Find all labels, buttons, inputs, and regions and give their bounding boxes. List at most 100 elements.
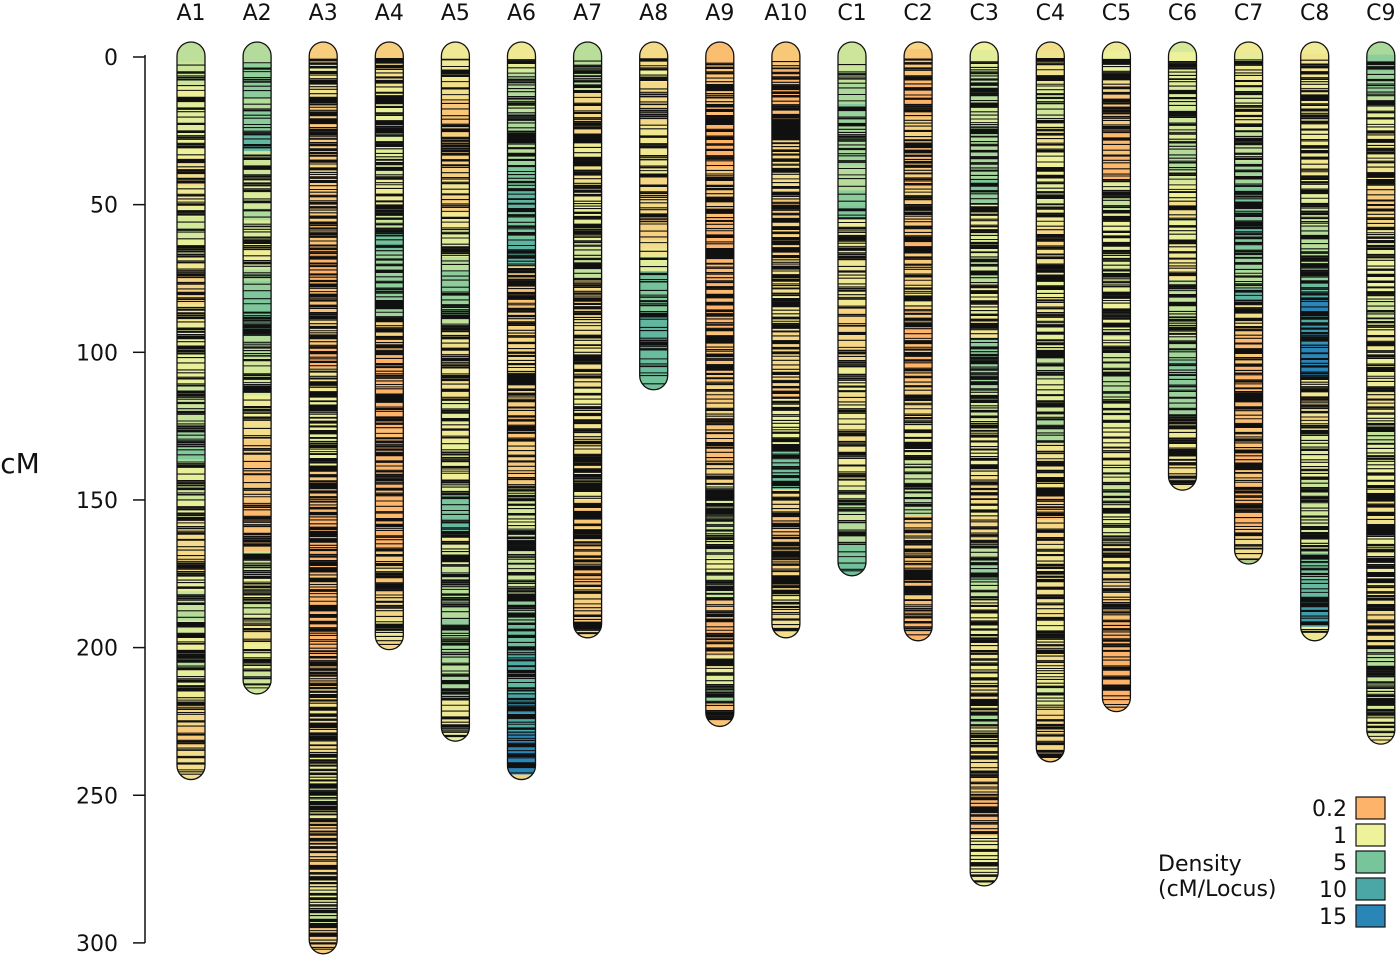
density-band: [573, 387, 602, 410]
density-band: [639, 316, 668, 334]
density-band: [771, 331, 800, 348]
density-band: [970, 361, 999, 369]
density-band: [904, 124, 933, 146]
density-band: [838, 42, 866, 71]
marker-lines: [970, 61, 999, 883]
density-band: [507, 519, 536, 528]
density-band: [177, 757, 205, 780]
density-band: [1036, 42, 1065, 51]
density-band: [243, 130, 272, 152]
density-band: [970, 309, 999, 317]
density-band: [1036, 297, 1065, 306]
density-band: [970, 49, 999, 70]
linkage-group-label: A9: [705, 1, 734, 26]
density-band: [573, 568, 602, 585]
chromosome-outline: [837, 41, 867, 577]
linkage-group-label: A2: [243, 1, 272, 26]
y-axis: 0 50 100 150 200 250 300 cM: [0, 46, 146, 957]
y-tick-label: 250: [76, 784, 118, 809]
density-band: [639, 183, 668, 195]
density-band: [970, 116, 999, 125]
density-band: [970, 339, 999, 362]
density-band: [507, 357, 536, 376]
density-bands: [441, 42, 470, 742]
density-band: [838, 513, 866, 523]
density-bands: [243, 42, 272, 694]
density-band: [375, 504, 404, 527]
density-band: [177, 612, 205, 621]
density-band: [441, 534, 470, 546]
marker-lines: [771, 61, 800, 632]
density-band: [838, 541, 866, 564]
chromosome-outline: [308, 41, 338, 955]
y-axis-label: cM: [0, 447, 40, 480]
density-band: [177, 500, 205, 509]
y-tick-label: 0: [104, 46, 118, 71]
density-band: [904, 373, 933, 385]
density-band: [838, 403, 866, 430]
density-band: [1036, 687, 1065, 694]
density-bands: [904, 42, 933, 641]
marker-lines: [375, 57, 404, 646]
density-band: [970, 264, 999, 273]
density-bands: [177, 42, 205, 780]
density-band: [441, 196, 470, 213]
density-band: [441, 428, 470, 442]
density-band: [838, 198, 866, 207]
linkage-group-label: C4: [1036, 1, 1065, 26]
linkage-group-A1: A1: [176, 1, 206, 781]
density-band: [309, 42, 338, 64]
density-band: [838, 393, 866, 405]
density-band: [375, 99, 404, 123]
density-band: [1036, 124, 1065, 133]
density-band: [375, 440, 404, 456]
density-band: [177, 658, 205, 669]
density-band: [838, 153, 866, 166]
marker-lines: [177, 64, 205, 775]
density-band: [441, 422, 470, 430]
linkage-group-label: A7: [573, 1, 602, 26]
linkage-group-C4: C4: [1035, 1, 1065, 763]
density-band: [639, 149, 668, 175]
density-band: [838, 261, 866, 286]
density-band: [309, 935, 338, 954]
density-band: [243, 79, 272, 99]
density-band: [243, 543, 272, 552]
density-band: [441, 598, 470, 619]
density-band: [375, 137, 404, 160]
density-band: [639, 349, 668, 376]
chromosome-outline: [1035, 41, 1065, 763]
density-band: [970, 870, 999, 886]
density-band: [970, 437, 999, 454]
linkage-group-A8: A8: [639, 1, 669, 391]
density-band: [705, 359, 734, 387]
y-tick-label: 200: [76, 637, 118, 662]
density-band: [970, 851, 999, 872]
density-band: [771, 617, 800, 638]
density-band: [904, 118, 933, 125]
density-bands: [1102, 42, 1131, 712]
density-band: [639, 248, 668, 257]
density-band: [970, 712, 999, 726]
density-band: [177, 138, 205, 159]
density-band: [771, 257, 800, 269]
density-band: [507, 774, 536, 780]
density-band: [639, 375, 668, 390]
linkage-group-C2: C2: [903, 1, 933, 642]
density-band: [904, 306, 933, 326]
density-band: [970, 701, 999, 714]
density-band: [1102, 464, 1131, 485]
density-band: [771, 373, 800, 386]
density-band: [1102, 77, 1131, 86]
density-band: [507, 166, 536, 193]
density-band: [1036, 417, 1065, 445]
density-band: [1102, 657, 1131, 667]
density-band: [970, 756, 999, 777]
density-band: [177, 42, 205, 63]
density-band: [243, 291, 272, 319]
y-tick-label: 50: [90, 194, 118, 219]
density-band: [243, 42, 272, 64]
linkage-group-A9: A9: [705, 1, 735, 728]
density-band: [309, 513, 338, 537]
